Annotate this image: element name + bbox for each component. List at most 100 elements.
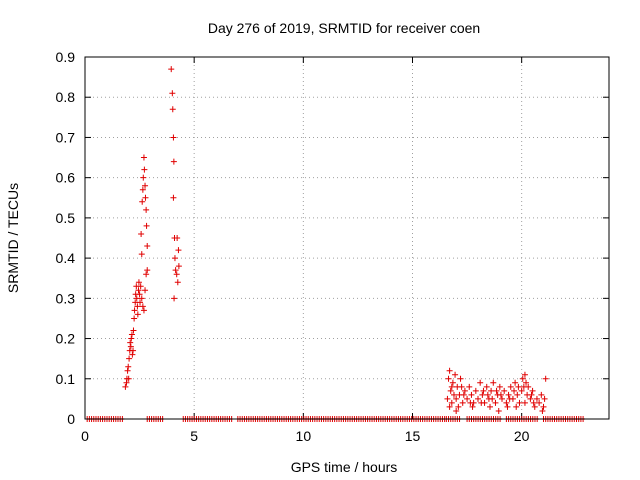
y-axis-label: SRMTID / TECUs xyxy=(5,183,21,293)
data-point xyxy=(530,399,537,406)
data-point xyxy=(143,271,150,278)
data-point xyxy=(531,403,538,410)
data-point xyxy=(137,283,144,290)
data-point xyxy=(172,267,179,274)
data-point xyxy=(490,379,497,386)
data-point xyxy=(143,222,150,229)
x-tick-label: 5 xyxy=(190,428,198,444)
data-point xyxy=(174,279,181,286)
data-point xyxy=(127,343,134,350)
data-point xyxy=(536,399,543,406)
data-point xyxy=(464,395,471,402)
data-point xyxy=(142,194,149,201)
data-point xyxy=(511,387,518,394)
data-point xyxy=(170,158,177,165)
y-tick-label: 0 xyxy=(67,411,75,427)
data-point xyxy=(144,267,151,274)
data-point xyxy=(480,387,487,394)
x-tick-label: 20 xyxy=(514,428,530,444)
data-point xyxy=(540,403,547,410)
data-point xyxy=(453,407,460,414)
data-point xyxy=(140,154,147,161)
data-point xyxy=(487,403,494,410)
data-point xyxy=(513,403,520,410)
data-point xyxy=(173,271,180,278)
data-point xyxy=(448,399,455,406)
data-point xyxy=(515,383,522,390)
data-point xyxy=(446,403,453,410)
data-point xyxy=(525,383,532,390)
data-point xyxy=(128,331,135,338)
data-point xyxy=(130,327,137,334)
data-point xyxy=(521,371,528,378)
data-point xyxy=(134,303,141,310)
data-point xyxy=(467,399,474,406)
data-point xyxy=(457,375,464,382)
tick-labels: 0 5 10 15 20 0 0.1 0.2 0.3 0.4 0.5 0.6 0.7 0.8 0.9 xyxy=(56,49,530,444)
data-point xyxy=(130,347,137,354)
y-tick-label: 0.6 xyxy=(56,170,76,186)
data-point xyxy=(475,395,481,402)
data-point xyxy=(460,391,467,398)
x-tick-label: 15 xyxy=(405,428,421,444)
data-point xyxy=(472,387,479,394)
data-point xyxy=(124,367,131,374)
data-point xyxy=(144,243,151,250)
data-point xyxy=(169,90,176,97)
data-point xyxy=(175,247,182,254)
data-point xyxy=(519,375,526,382)
y-tick-label: 0.3 xyxy=(56,290,76,306)
data-point xyxy=(138,295,145,302)
data-point xyxy=(529,387,536,394)
plot-frame xyxy=(84,56,610,420)
data-point xyxy=(514,391,521,398)
data-point xyxy=(126,355,133,362)
data-point xyxy=(170,194,177,201)
data-point xyxy=(448,383,455,390)
chart-title: Day 276 of 2019, SRMTID for receiver coe… xyxy=(208,20,480,36)
data-point xyxy=(541,395,548,402)
data-point xyxy=(129,351,136,358)
data-point xyxy=(459,399,466,406)
data-point xyxy=(139,198,146,205)
data-point xyxy=(503,399,510,406)
data-point xyxy=(446,367,453,374)
data-point xyxy=(479,391,486,398)
data-point xyxy=(483,383,490,390)
data-point xyxy=(131,315,138,322)
data-point xyxy=(138,251,145,258)
data-point xyxy=(539,407,546,414)
data-point xyxy=(468,391,475,398)
data-point xyxy=(137,299,144,306)
data-point xyxy=(449,379,456,386)
data-point xyxy=(142,287,149,294)
data-point xyxy=(495,407,502,414)
data-point xyxy=(135,287,142,294)
data-point xyxy=(133,295,140,302)
x-tick-label: 10 xyxy=(296,428,312,444)
data-point xyxy=(496,383,503,390)
data-point xyxy=(141,166,148,173)
data-point xyxy=(171,255,178,262)
data-point xyxy=(140,174,147,181)
data-point xyxy=(140,307,147,314)
data-point xyxy=(484,391,491,398)
data-point xyxy=(452,371,459,378)
data-point xyxy=(458,383,465,390)
data-point xyxy=(542,375,549,382)
data-point xyxy=(125,363,132,370)
data-point xyxy=(469,403,476,410)
data-point xyxy=(444,395,451,402)
data-point xyxy=(493,387,500,394)
y-tick-label: 0.2 xyxy=(56,331,76,347)
data-point xyxy=(135,279,142,286)
data-point xyxy=(122,383,129,390)
data-point xyxy=(528,391,535,398)
data-point xyxy=(492,399,499,406)
data-point xyxy=(478,399,485,406)
data-point xyxy=(523,379,530,386)
data-point xyxy=(127,339,134,346)
data-point xyxy=(128,335,135,342)
data-point xyxy=(501,387,508,394)
data-point xyxy=(504,403,511,410)
